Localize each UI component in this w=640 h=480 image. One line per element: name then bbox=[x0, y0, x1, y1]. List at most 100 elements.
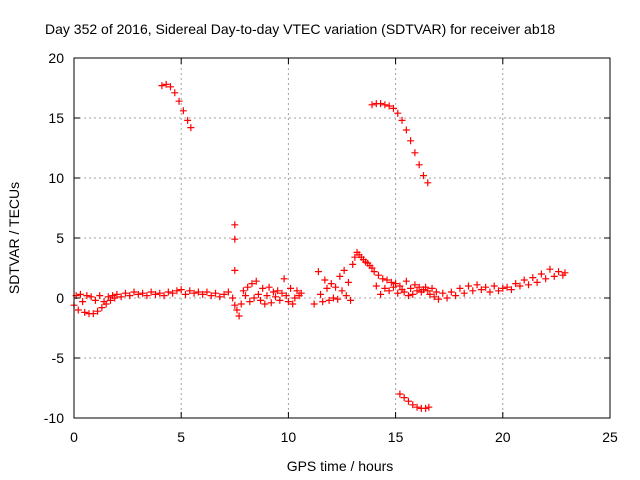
data-point bbox=[248, 280, 256, 288]
data-point bbox=[394, 109, 402, 117]
data-point bbox=[269, 288, 277, 296]
x-tick-label: 20 bbox=[495, 429, 511, 445]
data-point bbox=[415, 161, 423, 169]
data-point bbox=[166, 83, 174, 91]
data-point bbox=[278, 289, 286, 297]
data-point bbox=[329, 294, 337, 302]
data-point bbox=[550, 272, 558, 280]
data-point bbox=[537, 270, 545, 278]
data-point bbox=[336, 272, 344, 280]
data-point bbox=[194, 288, 202, 296]
data-point bbox=[430, 293, 438, 301]
data-point bbox=[411, 149, 419, 157]
x-tick-label: 10 bbox=[281, 429, 297, 445]
data-point bbox=[134, 290, 142, 298]
data-point bbox=[79, 298, 87, 306]
data-point bbox=[396, 282, 404, 290]
data-point bbox=[383, 276, 391, 284]
data-point bbox=[351, 253, 359, 261]
data-point bbox=[404, 397, 412, 405]
data-point bbox=[503, 283, 511, 291]
data-point bbox=[400, 394, 408, 402]
data-point bbox=[261, 300, 269, 308]
series-upper-arc-late bbox=[368, 100, 432, 187]
data-point bbox=[434, 295, 442, 303]
data-point bbox=[175, 97, 183, 105]
series-isolated bbox=[231, 221, 239, 274]
data-point bbox=[287, 284, 295, 292]
data-point bbox=[173, 287, 181, 295]
data-point bbox=[413, 403, 421, 411]
data-point bbox=[407, 284, 415, 292]
data-point bbox=[404, 292, 412, 300]
data-point bbox=[244, 283, 252, 291]
data-point bbox=[224, 288, 232, 296]
data-point bbox=[432, 288, 440, 296]
y-tick-label: -5 bbox=[52, 350, 65, 366]
grid bbox=[74, 58, 610, 418]
series-baseline bbox=[70, 248, 569, 320]
data-point bbox=[424, 287, 432, 295]
data-point bbox=[276, 296, 284, 304]
data-point bbox=[385, 287, 393, 295]
data-point bbox=[469, 287, 477, 295]
data-point bbox=[284, 298, 292, 306]
data-point bbox=[147, 288, 155, 296]
data-point bbox=[162, 80, 170, 88]
data-point bbox=[156, 289, 164, 297]
data-marks bbox=[70, 80, 569, 412]
data-point bbox=[368, 264, 376, 272]
data-point bbox=[190, 289, 198, 297]
data-point bbox=[452, 292, 460, 300]
data-point bbox=[533, 278, 541, 286]
data-point bbox=[344, 278, 352, 286]
data-point bbox=[425, 403, 433, 411]
chart-title: Day 352 of 2016, Sidereal Day-to-day VTE… bbox=[45, 21, 555, 37]
x-tick-label: 15 bbox=[388, 429, 404, 445]
data-point bbox=[507, 286, 515, 294]
x-tick-label: 0 bbox=[70, 429, 78, 445]
data-point bbox=[385, 102, 393, 110]
data-point bbox=[91, 296, 99, 304]
data-point bbox=[495, 287, 503, 295]
data-point bbox=[171, 89, 179, 97]
data-point bbox=[164, 288, 172, 296]
data-point bbox=[529, 274, 537, 282]
data-point bbox=[389, 104, 397, 112]
data-point bbox=[426, 290, 434, 298]
data-point bbox=[76, 290, 84, 298]
x-tick-label: 5 bbox=[177, 429, 185, 445]
data-point bbox=[216, 293, 224, 301]
data-point bbox=[282, 292, 290, 300]
data-point bbox=[443, 294, 451, 302]
data-point bbox=[325, 296, 333, 304]
data-point bbox=[381, 284, 389, 292]
data-point bbox=[143, 292, 151, 300]
data-point bbox=[229, 294, 237, 302]
data-point bbox=[96, 292, 104, 300]
data-point bbox=[289, 300, 297, 308]
y-tick-label: 5 bbox=[56, 230, 64, 246]
y-tick-label: 20 bbox=[48, 50, 64, 66]
data-point bbox=[374, 271, 382, 279]
data-point bbox=[428, 284, 436, 292]
y-axis-label: SDTVAR / TECUs bbox=[6, 182, 22, 294]
data-point bbox=[231, 221, 239, 229]
data-point bbox=[117, 293, 125, 301]
data-point bbox=[263, 292, 271, 300]
data-point bbox=[555, 268, 563, 276]
data-point bbox=[422, 283, 430, 291]
data-point bbox=[237, 300, 245, 308]
data-point bbox=[250, 294, 258, 302]
data-point bbox=[525, 281, 533, 289]
data-point bbox=[340, 266, 348, 274]
data-point bbox=[233, 306, 241, 314]
data-point bbox=[379, 275, 387, 283]
data-point bbox=[419, 172, 427, 180]
data-point bbox=[179, 107, 187, 115]
data-point bbox=[274, 287, 282, 295]
data-point bbox=[342, 292, 350, 300]
data-point bbox=[477, 286, 485, 294]
data-point bbox=[98, 304, 106, 312]
data-point bbox=[400, 288, 408, 296]
